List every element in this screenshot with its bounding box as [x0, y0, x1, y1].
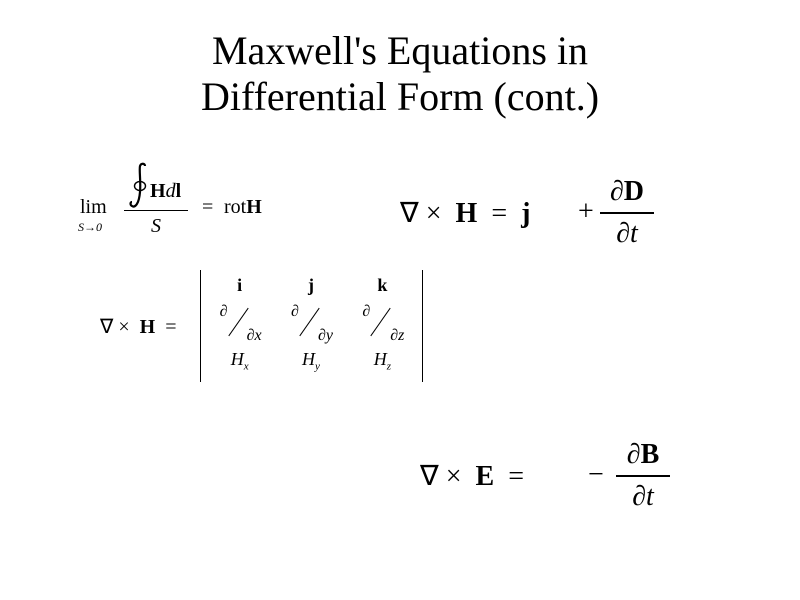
det-bar-left	[200, 270, 201, 382]
lim-fraction: Hdl S	[124, 168, 188, 238]
curlH-plus: +	[578, 196, 594, 228]
curlE-minus: −	[588, 459, 604, 491]
rot-H: rotH	[224, 196, 262, 219]
lim-numerator: Hdl	[124, 168, 188, 206]
ddx: ∂ ∂x	[220, 303, 260, 343]
det-bar-right	[422, 270, 423, 382]
integrand: Hdl	[150, 180, 181, 203]
lim-denominator: S	[151, 215, 161, 238]
lim-subscript: S→0	[78, 220, 102, 235]
eq-curl-E: ∇ × E = − ∂B ∂t	[420, 435, 760, 515]
dD-dt-den: ∂t	[616, 218, 638, 250]
title-line2: Differential Form (cont.)	[201, 74, 599, 119]
slide: Maxwell's Equations in Differential Form…	[0, 0, 800, 600]
det-i: i	[237, 275, 242, 296]
fraction-line	[616, 475, 670, 477]
det-k: k	[377, 275, 387, 296]
eq-curl-determinant: ∇ × H = i j k ∂ ∂x ∂ ∂y ∂ ∂z	[100, 270, 430, 390]
det-grid: i j k ∂ ∂x ∂ ∂y ∂ ∂z Hx Hy Hz	[204, 270, 418, 382]
ddy: ∂ ∂y	[291, 303, 331, 343]
det-lhs: ∇ × H =	[100, 314, 177, 339]
Hx: Hx	[231, 349, 249, 373]
curlH-lhs: ∇ × H = j	[400, 196, 530, 230]
dD-dt: ∂D ∂t	[600, 176, 654, 250]
fraction-line	[600, 212, 654, 214]
slide-title: Maxwell's Equations in Differential Form…	[0, 28, 800, 120]
det-j: j	[308, 275, 314, 296]
dB-dt-den: ∂t	[632, 481, 654, 513]
dB-dt: ∂B ∂t	[616, 439, 670, 513]
equals: =	[202, 196, 213, 219]
Hy: Hy	[302, 349, 320, 373]
ddz: ∂ ∂z	[362, 303, 402, 343]
eq-lim-rotH: lim S→0 Hdl S = rotH	[80, 160, 340, 250]
dB-dt-num: ∂B	[627, 439, 660, 471]
fraction-line	[124, 210, 188, 211]
eq-curl-H: ∇ × H = j + ∂D ∂t	[400, 172, 760, 252]
Hz: Hz	[374, 349, 391, 373]
curlE-lhs: ∇ × E =	[420, 459, 524, 493]
title-line1: Maxwell's Equations in	[212, 28, 588, 73]
lim-text: lim	[80, 196, 107, 219]
dD-dt-num: ∂D	[610, 176, 644, 208]
